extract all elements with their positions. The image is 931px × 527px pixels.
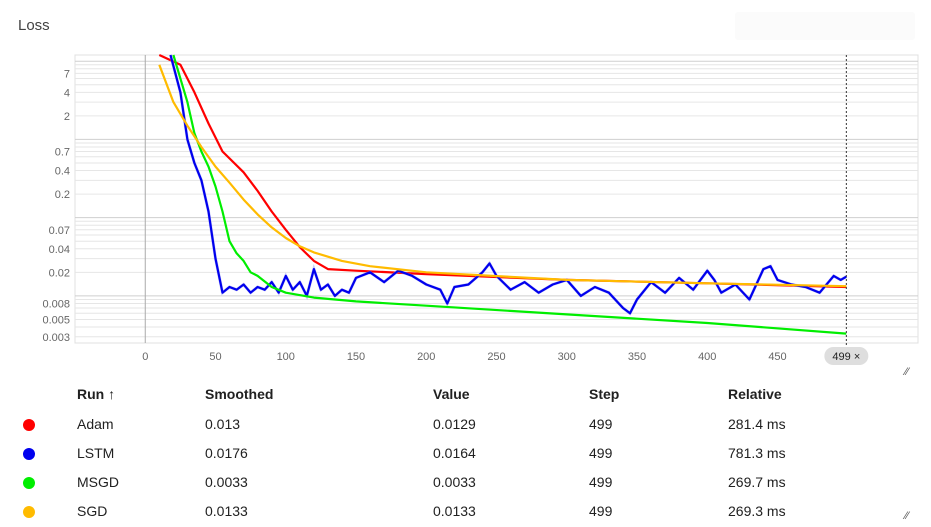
table-row[interactable]: LSTM 0.0176 0.0164 499 781.3 ms bbox=[0, 439, 931, 467]
header-step: Step bbox=[589, 386, 620, 402]
y-tick-label: 0.008 bbox=[42, 298, 70, 310]
cell-value: 0.0129 bbox=[433, 416, 476, 432]
header-relative: Relative bbox=[728, 386, 782, 402]
cell-relative: 781.3 ms bbox=[728, 445, 786, 461]
y-tick-label: 7 bbox=[64, 68, 70, 80]
x-tick-label: 150 bbox=[347, 351, 365, 363]
cell-step: 499 bbox=[589, 474, 613, 490]
cursor: 499 × bbox=[824, 55, 869, 365]
cell-value: 0.0164 bbox=[433, 445, 476, 461]
cell-relative: 269.3 ms bbox=[728, 503, 786, 519]
x-tick-label: 350 bbox=[628, 351, 646, 363]
cell-run: Adam bbox=[77, 416, 114, 432]
table-row[interactable]: SGD 0.0133 0.0133 499 269.3 ms bbox=[0, 497, 931, 525]
y-tick-label: 4 bbox=[64, 87, 70, 99]
x-tick-label: 100 bbox=[277, 351, 295, 363]
run-color-dot bbox=[23, 506, 35, 518]
table-row[interactable]: Adam 0.013 0.0129 499 281.4 ms bbox=[0, 410, 931, 438]
header-value: Value bbox=[433, 386, 470, 402]
cell-smoothed: 0.0176 bbox=[205, 445, 248, 461]
y-tick-label: 2 bbox=[64, 111, 70, 123]
x-tick-label: 200 bbox=[417, 351, 435, 363]
series-line-sgd bbox=[158, 64, 847, 288]
run-color-dot bbox=[23, 477, 35, 489]
header-smoothed: Smoothed bbox=[205, 386, 274, 402]
cursor-badge bbox=[824, 347, 869, 365]
cell-relative: 281.4 ms bbox=[728, 416, 786, 432]
series-line-lstm-raw bbox=[169, 54, 848, 316]
cell-smoothed: 0.0133 bbox=[205, 503, 248, 519]
cell-value: 0.0133 bbox=[433, 503, 476, 519]
series-line-lstm bbox=[169, 54, 847, 315]
resize-table-icon[interactable]: ⁄⁄ bbox=[905, 510, 909, 522]
plot-frame bbox=[74, 54, 919, 344]
y-tick-label: 0.2 bbox=[55, 189, 70, 201]
table-row[interactable]: MSGD 0.0033 0.0033 499 269.7 ms bbox=[0, 468, 931, 496]
grid bbox=[74, 54, 919, 344]
cell-value: 0.0033 bbox=[433, 474, 476, 490]
run-color-dot bbox=[23, 448, 35, 460]
x-tick-label: 0 bbox=[142, 351, 148, 363]
cell-relative: 269.7 ms bbox=[728, 474, 786, 490]
chart-title: Loss bbox=[18, 17, 50, 34]
cell-smoothed: 0.0033 bbox=[205, 474, 248, 490]
resize-chart-icon[interactable]: ⁄⁄ bbox=[905, 366, 909, 378]
tick-labels: 7 4 2 0.7 0.4 0.2 0.07 0.04 0.02 0.008 0.005 0.003 0… bbox=[42, 68, 786, 363]
cell-step: 499 bbox=[589, 416, 613, 432]
cell-run: LSTM bbox=[77, 445, 115, 461]
loss-chart[interactable]: 7 4 2 0.7 0.4 0.2 0.07 0.04 0.02 0.008 0.005 0.003 0… bbox=[0, 0, 931, 380]
y-tick-label: 0.003 bbox=[42, 332, 70, 344]
cursor-label: 499 × bbox=[832, 351, 860, 363]
x-tick-label: 450 bbox=[768, 351, 786, 363]
header-run[interactable]: Run ↑ bbox=[77, 386, 116, 402]
cell-run: SGD bbox=[77, 503, 108, 519]
series-lines bbox=[158, 54, 848, 335]
y-tick-label: 0.005 bbox=[42, 314, 70, 326]
cell-run: MSGD bbox=[77, 474, 119, 490]
x-tick-label: 400 bbox=[698, 351, 716, 363]
y-tick-label: 0.04 bbox=[49, 244, 70, 256]
y-tick-label: 0.02 bbox=[49, 267, 70, 279]
run-color-dot bbox=[23, 419, 35, 431]
x-tick-label: 50 bbox=[209, 351, 221, 363]
x-tick-label: 250 bbox=[487, 351, 505, 363]
y-tick-label: 0.07 bbox=[49, 225, 70, 237]
cell-smoothed: 0.013 bbox=[205, 416, 241, 432]
y-tick-label: 0.4 bbox=[55, 166, 70, 178]
header-blank-panel bbox=[735, 12, 915, 40]
y-tick-label: 0.7 bbox=[55, 147, 70, 159]
cell-step: 499 bbox=[589, 445, 613, 461]
series-line-adam bbox=[158, 54, 847, 289]
x-tick-label: 300 bbox=[558, 351, 576, 363]
cell-step: 499 bbox=[589, 503, 613, 519]
